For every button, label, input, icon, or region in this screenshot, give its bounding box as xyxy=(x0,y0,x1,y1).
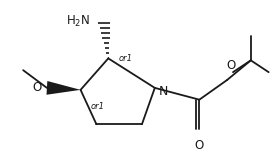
Text: H$_2$N: H$_2$N xyxy=(66,13,91,29)
Text: O: O xyxy=(226,59,236,72)
Text: methoxy: methoxy xyxy=(0,161,1,162)
Text: O: O xyxy=(33,81,42,94)
Text: methoxy_ch3: methoxy_ch3 xyxy=(0,161,1,162)
Text: or1: or1 xyxy=(91,102,104,111)
Polygon shape xyxy=(47,81,81,95)
Text: O: O xyxy=(195,139,204,152)
Text: or1: or1 xyxy=(118,54,132,63)
Text: N: N xyxy=(159,85,168,98)
